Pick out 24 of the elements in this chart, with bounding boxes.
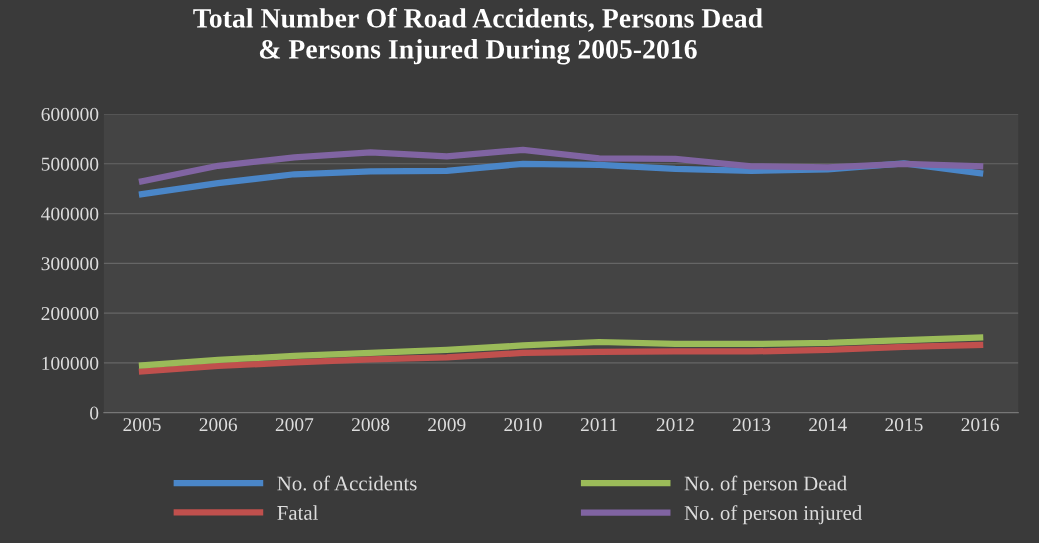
x-tick-label: 2013 — [732, 418, 771, 432]
y-tick-label: 0 — [90, 406, 99, 420]
x-tick-label: 2009 — [428, 418, 466, 432]
y-tick-label: 300000 — [41, 257, 99, 271]
legend-label: No. of Accidents — [277, 475, 417, 491]
x-tick-label: 2008 — [351, 418, 390, 432]
legend-label: No. of person injured — [684, 505, 862, 525]
x-tick-label: 2012 — [656, 418, 694, 432]
y-tick-label: 200000 — [41, 306, 99, 321]
x-tick-label: 2007 — [275, 418, 314, 432]
y-tick-label: 500000 — [41, 157, 99, 171]
x-tick-label: 2014 — [809, 418, 847, 432]
x-tick-label: 2005 — [123, 418, 161, 432]
x-tick-label: 2015 — [885, 418, 923, 432]
y-tick-label: 100000 — [42, 356, 99, 370]
x-tick-label: 2006 — [199, 418, 238, 432]
y-tick-label: 400000 — [41, 207, 99, 221]
chart-title: Total Number Of Road Accidents, Persons Dead & Persons Injured During 2005-2016 — [193, 7, 763, 65]
legend-label: No. of person Dead — [684, 475, 847, 495]
legend-label: Fatal — [277, 505, 318, 520]
x-tick-label: 2016 — [961, 418, 999, 432]
x-tick-label: 2011 — [580, 418, 618, 432]
x-tick-label: 2010 — [504, 418, 542, 432]
y-tick-label: 600000 — [41, 107, 99, 121]
